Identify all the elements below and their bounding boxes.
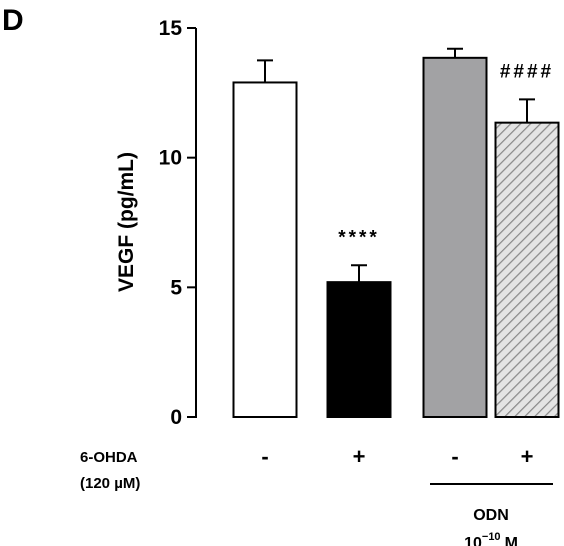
row-label: (120 µM)	[80, 475, 140, 492]
error-bar	[351, 264, 367, 283]
x-tick-label: +	[521, 444, 534, 469]
x-tick-label: -	[451, 444, 458, 469]
annotation: ####	[500, 61, 554, 82]
x-tick-label: -	[261, 444, 268, 469]
row-label: 6-OHDA	[80, 449, 138, 466]
error-bar	[257, 59, 273, 83]
bar	[422, 56, 488, 418]
bar	[232, 81, 298, 419]
error-bar	[447, 47, 463, 58]
group-label: 10−10 M	[464, 531, 518, 546]
bar	[326, 281, 392, 418]
group-label: ODN	[473, 507, 509, 524]
error-bar	[519, 98, 535, 123]
y-tick-label: 5	[170, 276, 182, 299]
y-tick-label: 15	[159, 17, 183, 40]
y-tick-label: 10	[159, 147, 182, 170]
x-tick-label: +	[353, 444, 366, 469]
y-axis-label: VEGF (pg/mL)	[115, 152, 138, 292]
y-tick-label: 0	[170, 406, 182, 429]
panel-label: D	[2, 4, 24, 37]
bar	[494, 121, 560, 418]
annotation: ****	[338, 227, 380, 248]
